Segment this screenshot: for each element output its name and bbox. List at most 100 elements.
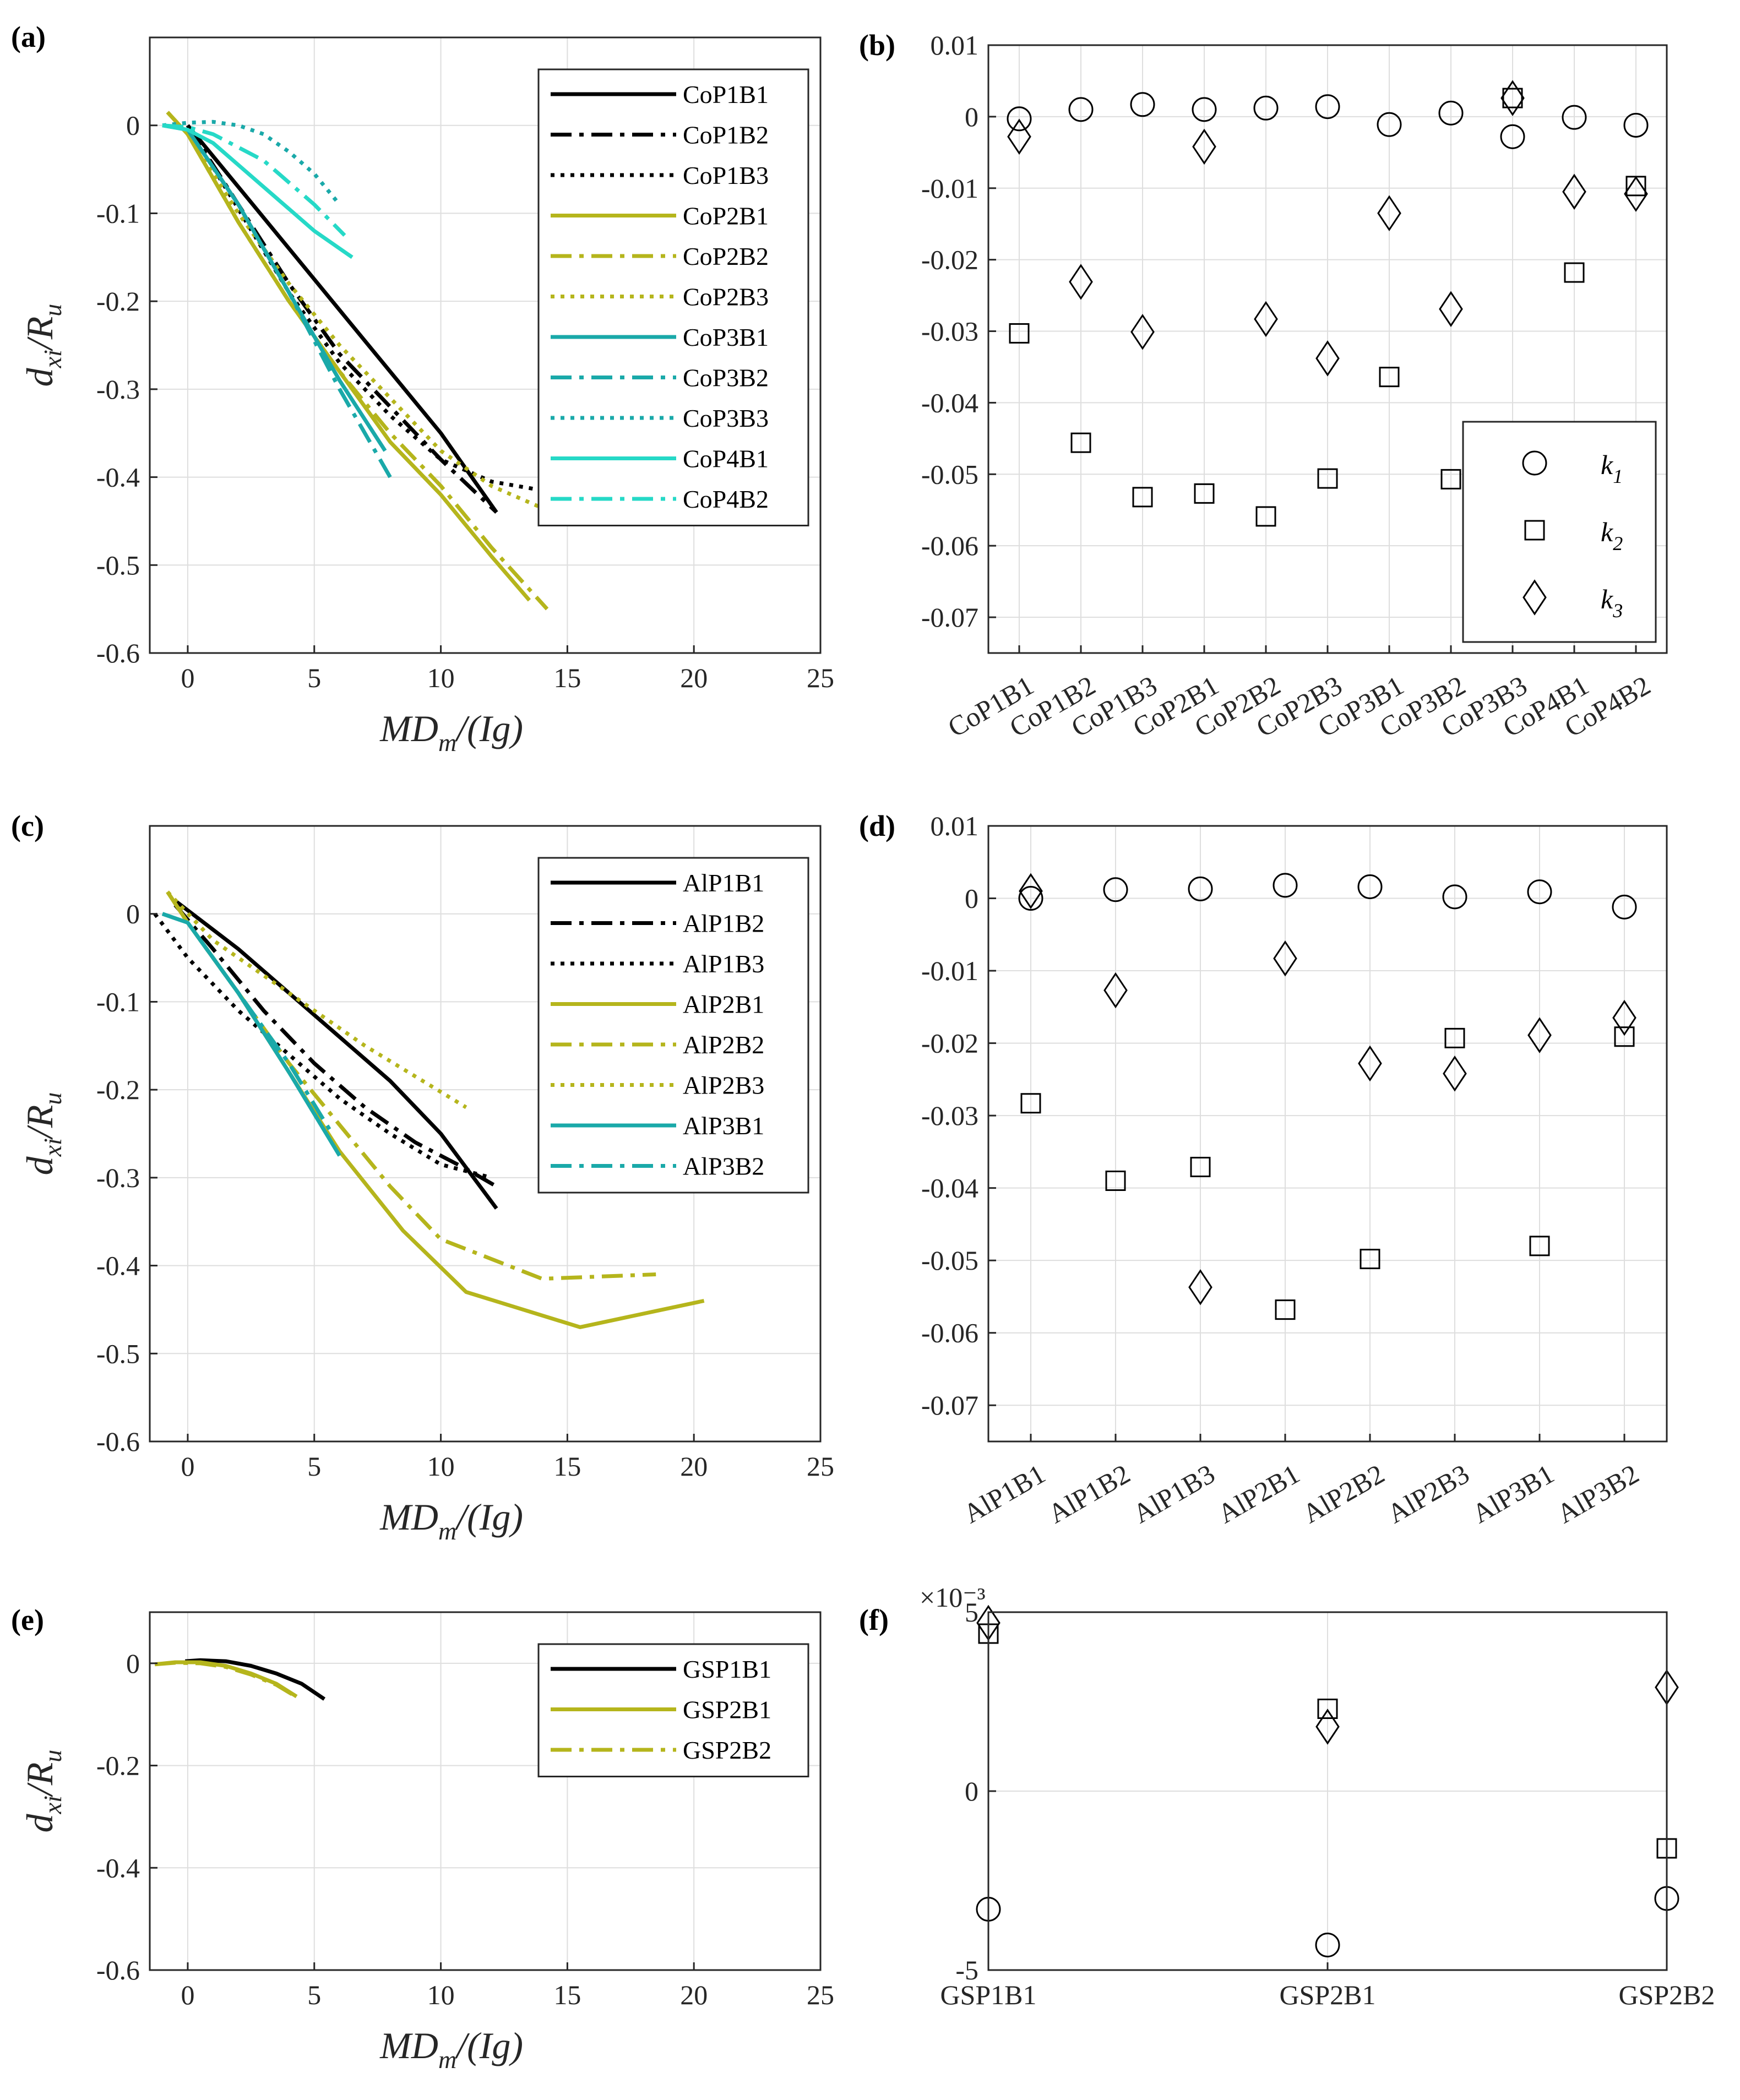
legend-marker-circle — [1522, 450, 1547, 476]
y-tick-label: -0.05 — [921, 459, 978, 489]
x-tick-label: 10 — [427, 1979, 455, 2010]
chart-b: 0.01 0 -0.01 -0.02 -0.03 -0.04 -0.05 -0.06 -0.07… — [859, 29, 1668, 743]
marker-circle-AlP1B2 — [1103, 877, 1128, 902]
marker-diamond-AlP3B1 — [1527, 1017, 1552, 1053]
marker-circle-GSP2B1 — [1315, 1933, 1340, 1957]
legend-label-GSP2B1: GSP2B1 — [683, 1696, 771, 1724]
legend-label-AlP1B2: AlP1B2 — [683, 910, 764, 938]
y-tick-label: -0.04 — [921, 387, 978, 418]
marker-square-CoP3B2 — [1440, 469, 1461, 489]
axes-box — [149, 36, 822, 654]
y-tick-label: -5 — [955, 1955, 978, 1985]
y-axis-label: dxi/Ru — [19, 304, 67, 387]
legend-box — [1462, 421, 1657, 643]
legend-label-AlP3B2: AlP3B2 — [683, 1152, 764, 1180]
y-tick-label: -0.03 — [921, 316, 978, 347]
y-label-sub: xi — [39, 350, 67, 368]
legend-label-main: k — [1601, 449, 1613, 480]
marker-square-CoP2B1 — [1194, 483, 1215, 504]
marker-square-AlP2B1 — [1275, 1299, 1296, 1320]
y-tick-label: -0.06 — [921, 530, 978, 561]
legend-label-GSP1B1: GSP1B1 — [683, 1655, 771, 1683]
y-tick-label: 0 — [126, 899, 140, 929]
y-tick-label: -0.01 — [921, 173, 978, 204]
y-tick-label: -0.07 — [921, 1390, 978, 1421]
sci-exponent-label: ×10⁻³ — [920, 1582, 986, 1613]
y-tick-label: -0.4 — [96, 462, 140, 493]
marker-circle-AlP1B3 — [1188, 876, 1213, 901]
legend-label-CoP4B2: CoP4B2 — [683, 485, 769, 513]
marker-diamond-AlP3B2 — [1612, 999, 1636, 1036]
x-label-rest: /(Ig) — [454, 1496, 523, 1538]
series-line-AlP3B2 — [161, 912, 331, 1130]
marker-circle-AlP3B1 — [1527, 879, 1552, 905]
legend-label-sub: 3 — [1612, 600, 1623, 622]
y-label-main: d — [19, 1156, 61, 1175]
x-label-rest: /(Ig) — [454, 708, 523, 749]
marker-circle-CoP1B2 — [1068, 97, 1094, 122]
series-line-GSP1B1 — [185, 1658, 326, 1701]
y-tick-label: 5 — [965, 1597, 978, 1628]
x-tick-label: 25 — [807, 1451, 834, 1482]
y-tick-label: -0.2 — [96, 1074, 140, 1105]
y-tick-label: 0.01 — [931, 30, 979, 61]
marker-circle-AlP2B3 — [1442, 884, 1467, 910]
marker-diamond-CoP1B1 — [1007, 118, 1031, 155]
legend-label-AlP2B2: AlP2B2 — [683, 1031, 764, 1059]
marker-diamond-AlP1B2 — [1103, 972, 1128, 1009]
x-label-sub: m — [438, 2045, 456, 2074]
legend-label-AlP2B3: AlP2B3 — [683, 1071, 764, 1100]
x-tick-label: GSP2B1 — [1279, 1979, 1375, 2010]
marker-circle-CoP4B2 — [1623, 112, 1649, 138]
marker-square-AlP3B1 — [1529, 1236, 1550, 1256]
marker-diamond-AlP1B3 — [1188, 1269, 1212, 1305]
series-line-CoP3B2 — [162, 123, 392, 478]
marker-diamond-CoP3B1 — [1377, 195, 1401, 231]
marker-square-CoP2B3 — [1317, 468, 1338, 489]
x-tick-label: 5 — [307, 1451, 321, 1482]
marker-circle-AlP2B1 — [1273, 873, 1298, 898]
series-line-CoP4B2 — [162, 123, 346, 237]
marker-diamond-CoP2B1 — [1192, 128, 1216, 165]
y-tick-label: 0 — [965, 101, 978, 132]
y-tick-label: -0.05 — [921, 1245, 978, 1276]
marker-diamond-CoP3B3 — [1500, 80, 1525, 116]
legend-label-AlP1B1: AlP1B1 — [683, 869, 764, 897]
marker-circle-CoP3B2 — [1438, 100, 1464, 126]
x-tick-label: 15 — [553, 1979, 581, 2010]
y-tick-label: 0 — [126, 110, 140, 141]
series-line-CoP2B3 — [166, 111, 543, 510]
x-tick-label: AlP1B2 — [1043, 1458, 1135, 1529]
legend-label-sub: 1 — [1613, 465, 1623, 487]
x-axis-label: MDm/(Ig) — [379, 708, 523, 757]
marker-circle-CoP2B2 — [1253, 95, 1279, 121]
panel-label: (e) — [11, 1603, 44, 1636]
legend-label-AlP2B1: AlP2B1 — [683, 991, 764, 1019]
y-tick-label: 0 — [126, 1648, 140, 1679]
legend-label-CoP3B1: CoP3B1 — [683, 323, 769, 351]
x-axis-label: MDm/(Ig) — [379, 1496, 523, 1545]
series-line-AlP1B3 — [153, 912, 492, 1180]
x-tick-label: GSP2B2 — [1618, 1979, 1715, 2010]
y-tick-label: -0.03 — [921, 1100, 978, 1131]
marker-diamond-CoP2B3 — [1315, 340, 1340, 377]
marker-diamond-AlP2B2 — [1358, 1045, 1382, 1082]
y-tick-label: -0.1 — [96, 986, 140, 1017]
legend-label-k2: k2 — [1601, 516, 1623, 554]
marker-circle-CoP4B1 — [1562, 105, 1587, 130]
marker-square-CoP2B2 — [1255, 506, 1276, 527]
x-tick-label: 20 — [680, 1979, 708, 2010]
marker-square-CoP3B1 — [1379, 367, 1400, 388]
chart-e: 0 5 10 15 20 25 0 -0.2 -0.4 -0.6 MDm/(Ig) dxi/Ru (e)… — [11, 1603, 834, 2074]
y-tick-label: -0.02 — [921, 1028, 978, 1059]
marker-square-CoP3B3 — [1502, 88, 1523, 108]
axes-box — [149, 825, 822, 1443]
series-line-GSP2B2 — [154, 1661, 298, 1699]
y-tick-label: 0 — [965, 1776, 978, 1807]
series-line-CoP2B2 — [166, 111, 549, 611]
y-tick-label: -0.6 — [96, 638, 140, 668]
y-tick-label: -0.06 — [921, 1318, 978, 1348]
legend-label-main: k — [1601, 516, 1613, 547]
x-tick-label: 15 — [553, 662, 581, 693]
marker-circle-CoP1B3 — [1130, 92, 1155, 117]
